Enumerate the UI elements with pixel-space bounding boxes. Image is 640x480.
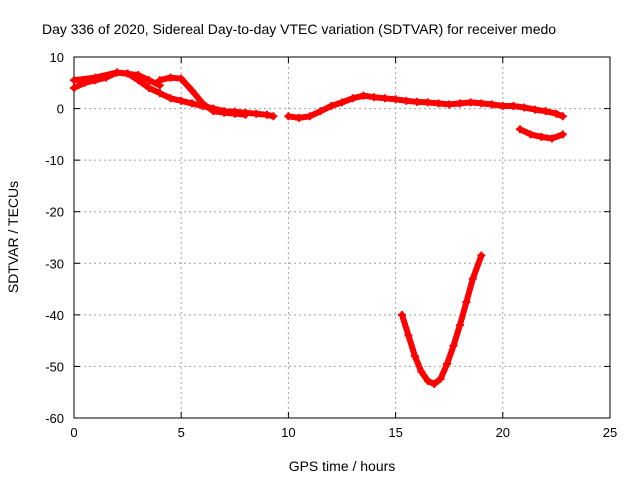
data-point: [391, 95, 400, 104]
y-tick-label: -60: [45, 411, 64, 426]
data-point: [295, 113, 304, 122]
x-tick-label: 0: [70, 425, 77, 440]
y-tick-label: -50: [45, 359, 64, 374]
data-point: [552, 109, 561, 118]
data-point: [262, 110, 271, 119]
y-tick-label: -10: [45, 153, 64, 168]
data-point: [269, 112, 278, 121]
data-point: [423, 376, 432, 385]
data-point: [413, 97, 422, 106]
data-point: [498, 101, 507, 110]
data-point: [252, 109, 261, 118]
data-point: [449, 341, 458, 350]
data-point: [209, 107, 218, 116]
data-point: [530, 105, 539, 114]
data-point: [548, 134, 557, 143]
data-point: [477, 251, 486, 260]
data-series: [70, 68, 567, 388]
data-point: [230, 109, 239, 118]
data-point: [145, 76, 154, 85]
data-point: [359, 91, 368, 100]
data-point: [338, 98, 346, 107]
data-point: [520, 103, 529, 112]
data-point: [526, 130, 535, 139]
data-point: [417, 367, 426, 376]
data-point: [455, 321, 464, 330]
x-tick-label: 20: [496, 425, 510, 440]
data-point: [455, 99, 464, 108]
data-point: [558, 130, 567, 139]
data-point: [404, 331, 413, 340]
data-point: [477, 99, 486, 108]
data-point: [177, 74, 186, 83]
data-point: [462, 297, 471, 306]
data-point: [327, 101, 336, 110]
series-track-f: [399, 252, 485, 387]
x-tick-label: 5: [178, 425, 185, 440]
data-point: [468, 274, 477, 283]
y-tick-label: -40: [45, 308, 64, 323]
data-point: [423, 98, 432, 107]
data-point: [145, 83, 154, 92]
data-point: [155, 89, 164, 98]
data-point: [220, 108, 229, 117]
data-point: [187, 86, 196, 95]
data-point: [515, 125, 524, 134]
data-point: [443, 359, 452, 368]
data-point: [305, 112, 314, 121]
data-point: [541, 107, 550, 116]
data-point: [370, 93, 379, 102]
data-point: [134, 71, 143, 80]
y-axis-label: SDTVAR / TECUs: [5, 181, 21, 293]
data-point: [241, 110, 250, 119]
data-point: [398, 310, 407, 319]
data-point: [316, 107, 325, 116]
data-point: [509, 101, 518, 110]
data-point: [166, 94, 175, 103]
data-point: [348, 94, 357, 103]
data-point: [112, 68, 121, 77]
data-point: [537, 132, 546, 141]
data-point: [166, 73, 175, 82]
data-point: [430, 379, 439, 388]
y-tick-label: 10: [50, 50, 64, 65]
data-point: [155, 76, 164, 85]
axis-ticks: 0 5 10 15 20 25 10 0 -10 -20 -30 -40 -50 -60: [45, 50, 617, 440]
data-point: [177, 96, 186, 105]
x-tick-label: 25: [603, 425, 617, 440]
data-point: [445, 100, 454, 109]
data-point: [466, 98, 475, 107]
plot-frame: [73, 56, 611, 419]
data-point: [70, 76, 78, 85]
x-tick-label: 15: [388, 425, 402, 440]
x-axis-label: GPS time / hours: [289, 458, 396, 474]
y-tick-label: -30: [45, 256, 64, 271]
data-point: [187, 99, 196, 108]
y-tick-label: -20: [45, 205, 64, 220]
data-point: [70, 83, 78, 92]
data-point: [380, 94, 389, 103]
data-point: [488, 100, 497, 109]
y-tick-label: 0: [57, 102, 64, 117]
data-point: [402, 96, 411, 105]
data-point: [198, 99, 207, 108]
data-point: [91, 73, 100, 82]
data-point: [434, 99, 443, 108]
data-point: [410, 352, 419, 361]
data-point: [284, 112, 293, 121]
data-point: [436, 374, 445, 383]
chart-title: Day 336 of 2020, Sidereal Day-to-day VTE…: [42, 21, 556, 37]
data-point: [558, 112, 567, 121]
x-tick-label: 10: [281, 425, 295, 440]
